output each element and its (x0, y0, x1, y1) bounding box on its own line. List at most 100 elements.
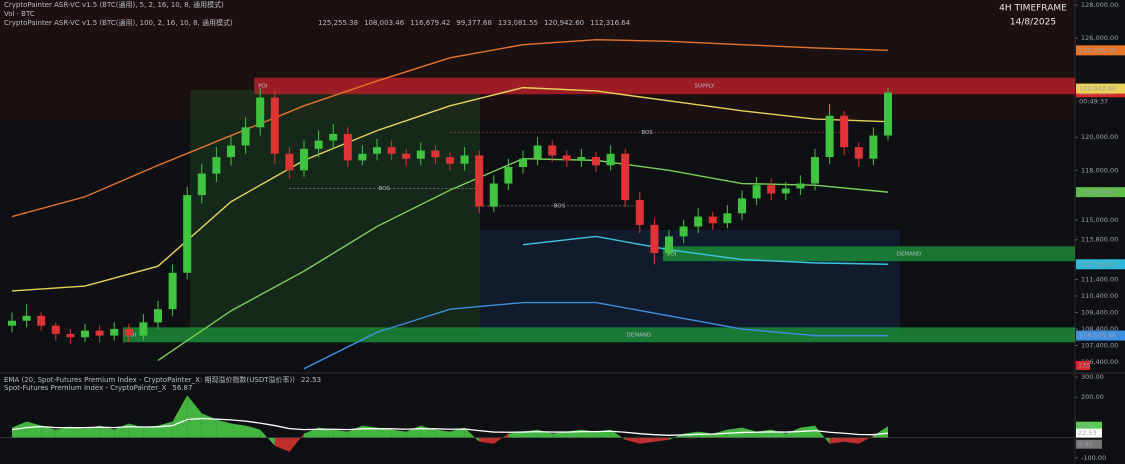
premium-area (85, 425, 100, 438)
candle-body (854, 147, 863, 159)
candle-body (343, 133, 352, 161)
value-badge (1076, 421, 1102, 431)
premium-area (435, 429, 450, 438)
candle-body (197, 173, 206, 196)
candle-body (227, 145, 235, 158)
premium-area (55, 426, 71, 438)
indicator-line (522, 235, 889, 265)
candle-body (460, 155, 469, 164)
candle-body (241, 127, 250, 146)
premium-area (493, 433, 509, 444)
indicator-line (11, 86, 889, 292)
candle-body (358, 153, 367, 161)
zone-poi: POI (258, 83, 268, 89)
candle-body (606, 153, 615, 166)
zone-label: DEMAND (627, 332, 652, 338)
candle-body (329, 133, 338, 141)
premium-area (391, 429, 407, 438)
candle-body (884, 92, 892, 136)
y-tick-label: 300.00 (1081, 373, 1104, 381)
candle-body (533, 145, 542, 159)
y-tick-label: -100.00 (1081, 454, 1106, 462)
legend-ema-value: 22.53 (301, 376, 321, 384)
zone-poi: POI (667, 251, 677, 257)
premium-area (669, 433, 684, 440)
candle-body (621, 153, 630, 201)
premium-area (289, 433, 304, 452)
premium-area (815, 425, 830, 444)
candle-body (168, 272, 177, 310)
legend-value: 125,255.38 (318, 19, 358, 27)
premium-area (231, 423, 246, 438)
price-badge-label: 122,942.60 (1079, 85, 1116, 93)
premium-area (70, 426, 85, 438)
premium-area (99, 425, 115, 438)
legend-premium: Spot-Futures Premium Index - CryptoPaint… (4, 384, 167, 392)
candle-body (577, 157, 586, 161)
candle-body (300, 148, 308, 171)
premium-area (479, 437, 494, 444)
premium-area (304, 427, 319, 438)
candle-body (66, 333, 75, 338)
candle-body (665, 236, 673, 253)
header-3: CryptoPainter ASR-VC v1.5 (BTC(通用), 100,… (4, 18, 233, 27)
price-badge-label: 116,679.42 (1079, 188, 1116, 196)
y-tick-label: 200.00 (1081, 393, 1104, 401)
premium-area (318, 427, 334, 438)
candle-body (270, 97, 279, 154)
legend-ema: EMA (20, Spot-Futures Premium Index - Cr… (4, 375, 295, 384)
bos-label: BOS (379, 186, 391, 192)
premium-area (508, 431, 523, 438)
y-tick-label: 113,800.00 (1081, 236, 1118, 244)
candle-body (431, 150, 440, 158)
candle-body (314, 140, 323, 149)
candle-body (124, 329, 133, 336)
premium-area (172, 395, 188, 438)
volume-badge (1076, 361, 1090, 370)
legend-value: 112,316.64 (590, 19, 631, 27)
candle-body (387, 147, 396, 154)
legend-value: 108,003.46 (364, 19, 405, 27)
candle-body (285, 153, 294, 171)
candle-body (95, 330, 104, 336)
value-badge (1076, 428, 1102, 438)
indicator-line (11, 38, 889, 218)
premium-area (552, 431, 567, 438)
candle-body (811, 157, 819, 184)
candle-body (592, 157, 600, 166)
price-badge (1076, 330, 1125, 341)
candle-body (489, 183, 498, 207)
zone (122, 327, 1076, 343)
bos-label: BOS (641, 130, 653, 136)
premium-area (216, 419, 231, 438)
premium-area (362, 425, 377, 438)
timeframe: 4H TIMEFRAME (999, 4, 1067, 14)
candle-body (154, 309, 162, 323)
candle-body (796, 183, 805, 189)
premium-area (187, 395, 202, 438)
premium-area (639, 437, 655, 444)
zone-label: SUPPLY (695, 83, 715, 89)
candle-body (183, 195, 192, 273)
premium-area (143, 425, 158, 438)
zone (663, 246, 1075, 262)
candle-body (723, 213, 732, 224)
bos-label: BOS (554, 203, 566, 209)
premium-area (785, 427, 801, 438)
premium-area (450, 427, 465, 438)
premium-area (654, 437, 669, 442)
y-tick-label: 106,400.00 (1081, 358, 1118, 366)
value-badge-label: 56.87 (1078, 422, 1097, 430)
date: 14/8/2025 (1010, 18, 1056, 28)
value-badge-label: 22.53 (1078, 429, 1097, 437)
candle-body (650, 224, 659, 253)
candle-body (708, 216, 717, 224)
header-2: Vol · BTC (4, 10, 35, 18)
trend-fill (190, 90, 480, 330)
y-tick-label: 118,000.00 (1081, 166, 1118, 174)
candle-body (519, 158, 527, 167)
upper-band-fill (0, 0, 1075, 120)
candle-body (402, 153, 411, 159)
candle-body (256, 97, 265, 128)
